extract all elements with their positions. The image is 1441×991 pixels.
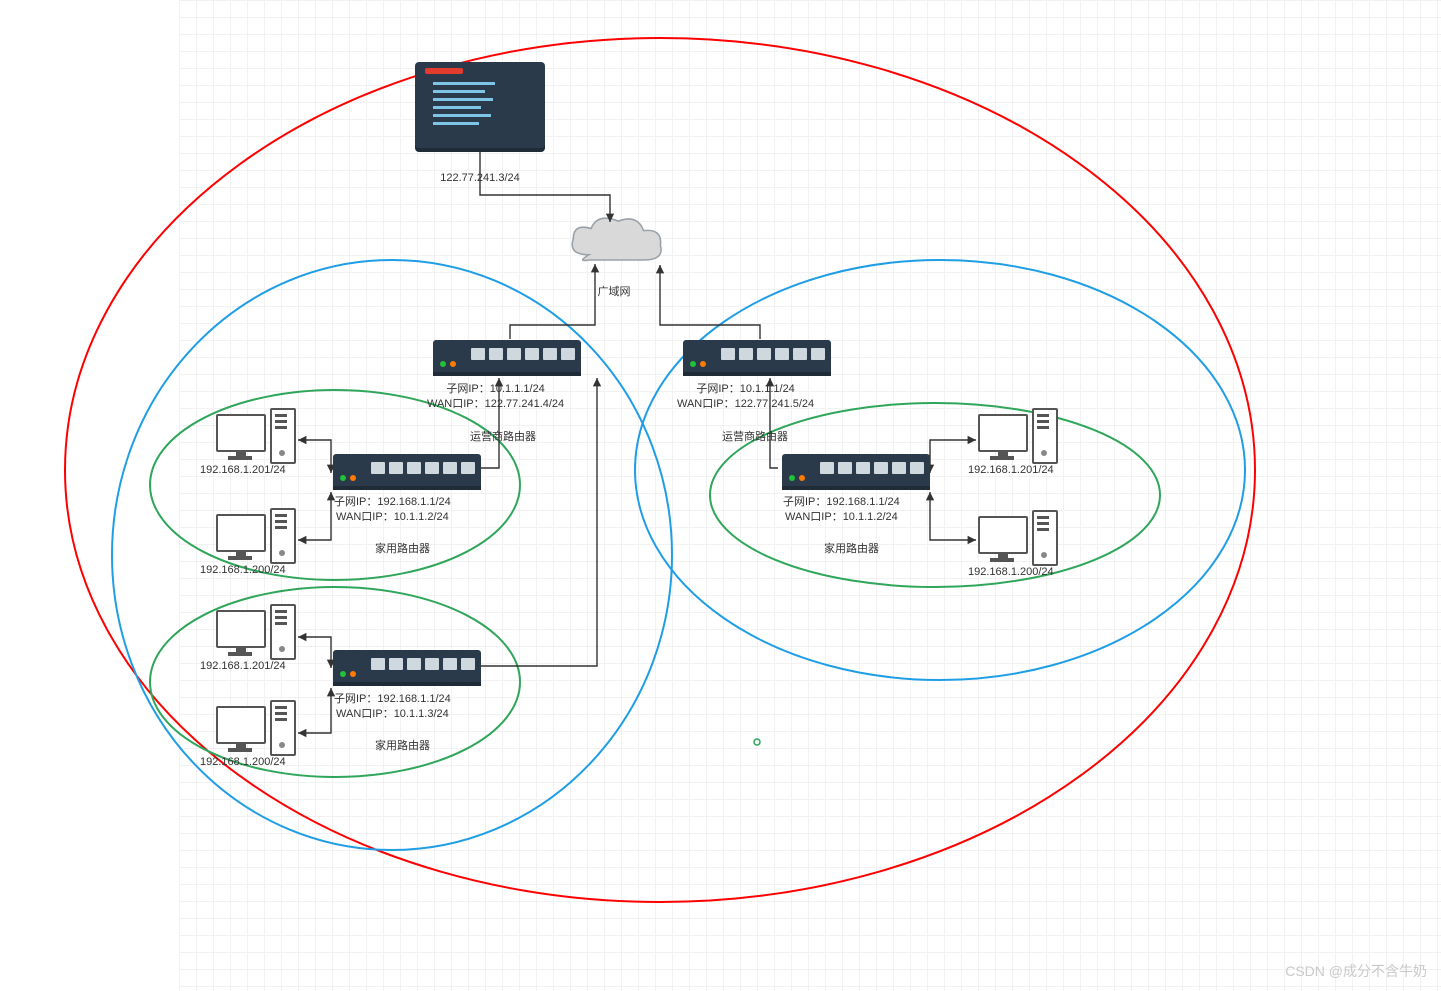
pc-3b xyxy=(978,510,1058,565)
home1-info: 子网IP：192.168.1.1/24WAN口IP：10.1.1.2/24 xyxy=(334,495,451,525)
home-router-2 xyxy=(333,650,481,682)
isp-right-name: 运营商路由器 xyxy=(722,428,788,444)
isp-left-name: 运营商路由器 xyxy=(470,428,536,444)
isp-router-right xyxy=(683,340,831,372)
home3-name: 家用路由器 xyxy=(824,540,879,556)
watermark: CSDN @成分不含牛奶 xyxy=(1285,961,1427,981)
pc-3b-label: 192.168.1.200/24 xyxy=(968,566,1054,578)
pc-3a xyxy=(978,408,1058,463)
server-node xyxy=(415,62,545,148)
pc-2a-label: 192.168.1.201/24 xyxy=(200,660,286,672)
pc-3a-label: 192.168.1.201/24 xyxy=(968,464,1054,476)
isp-right-info: 子网IP：10.1.1.1/24WAN口IP：122.77.241.5/24 xyxy=(677,382,814,412)
home2-info: 子网IP：192.168.1.1/24WAN口IP：10.1.1.3/24 xyxy=(334,692,451,722)
pc-1a-label: 192.168.1.201/24 xyxy=(200,464,286,476)
isp-left-info: 子网IP：10.1.1.1/24WAN口IP：122.77.241.4/24 xyxy=(427,382,564,412)
pc-1b xyxy=(216,508,296,563)
pc-1b-label: 192.168.1.200/24 xyxy=(200,564,286,576)
pc-2a xyxy=(216,604,296,659)
server-ip-label: 122.77.241.3/24 xyxy=(420,172,540,184)
home-router-1 xyxy=(333,454,481,486)
pc-1a xyxy=(216,408,296,463)
pc-2b xyxy=(216,700,296,755)
isp-router-left xyxy=(433,340,581,372)
pc-2b-label: 192.168.1.200/24 xyxy=(200,756,286,768)
home-router-3 xyxy=(782,454,930,486)
home2-name: 家用路由器 xyxy=(375,737,430,753)
home1-name: 家用路由器 xyxy=(375,540,430,556)
home3-info: 子网IP：192.168.1.1/24WAN口IP：10.1.1.2/24 xyxy=(783,495,900,525)
wan-label: 广域网 xyxy=(584,283,644,299)
